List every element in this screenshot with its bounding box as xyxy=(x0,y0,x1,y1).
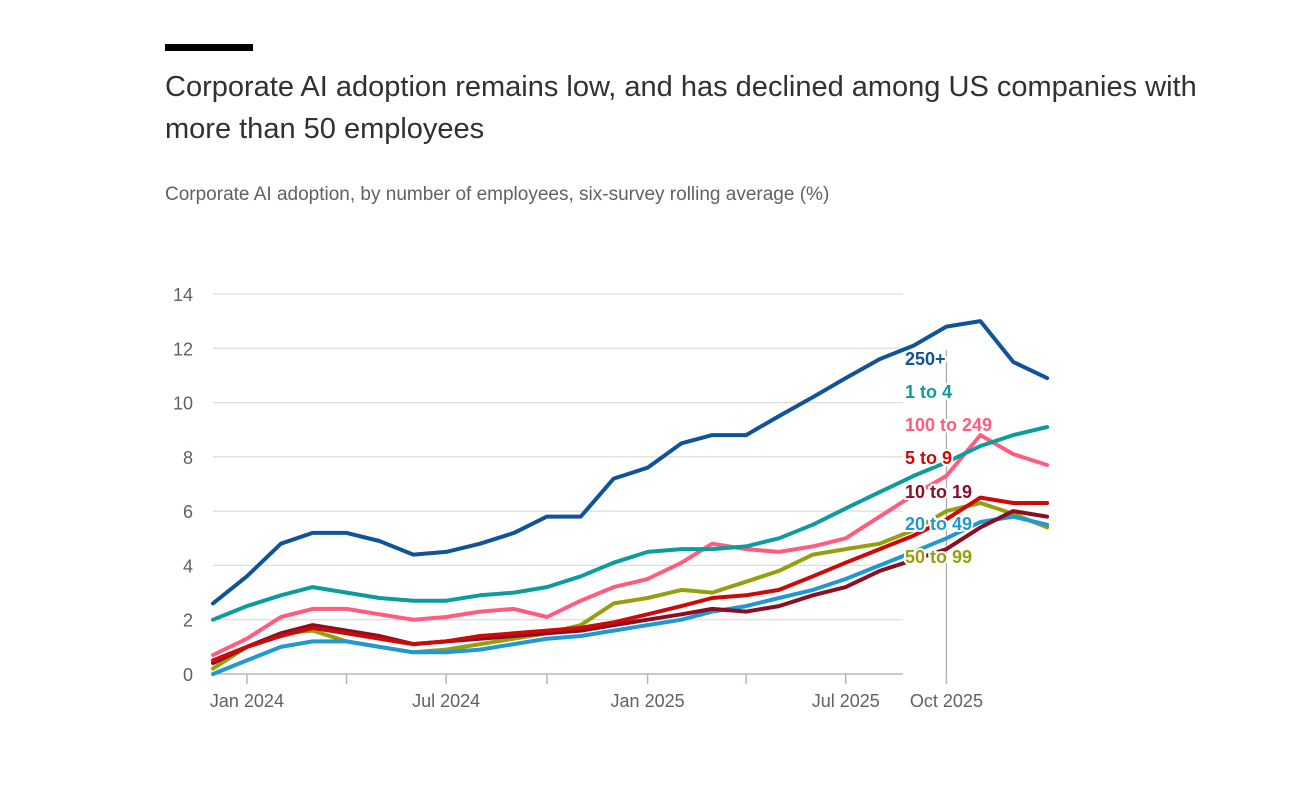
y-tick-label: 2 xyxy=(183,611,193,631)
series-label: 50 to 99 xyxy=(905,547,972,567)
series-label: 5 to 9 xyxy=(905,448,952,468)
series-label: 250+ xyxy=(905,349,946,369)
x-tick-label: Jan 2025 xyxy=(611,691,685,711)
series-line xyxy=(211,495,1050,663)
series-label: 1 to 4 xyxy=(905,382,952,402)
y-tick-label: 10 xyxy=(173,394,193,414)
y-tick-label: 6 xyxy=(183,502,193,522)
series-line xyxy=(211,509,1050,666)
x-tick-label: Oct 2025 xyxy=(910,691,983,711)
series-line xyxy=(211,433,1050,657)
series-line xyxy=(211,514,1050,676)
x-tick-label: Jul 2024 xyxy=(412,691,480,711)
title-accent-bar xyxy=(165,44,253,51)
series-label: 100 to 249 xyxy=(905,415,992,435)
y-tick-label: 12 xyxy=(173,339,193,359)
series-line xyxy=(211,319,1050,606)
x-tick-label: Jan 2024 xyxy=(210,691,284,711)
y-tick-label: 14 xyxy=(173,285,193,305)
chart-title: Corporate AI adoption remains low, and h… xyxy=(165,71,1197,145)
x-tick-label: Jul 2025 xyxy=(812,691,880,711)
chart-subtitle: Corporate AI adoption, by number of empl… xyxy=(165,184,830,205)
y-tick-label: 0 xyxy=(183,665,193,685)
series-label: 20 to 49 xyxy=(905,514,972,534)
y-tick-label: 8 xyxy=(183,448,193,468)
series-label: 10 to 19 xyxy=(905,482,972,502)
y-tick-label: 4 xyxy=(183,556,193,576)
series-line xyxy=(211,425,1050,622)
